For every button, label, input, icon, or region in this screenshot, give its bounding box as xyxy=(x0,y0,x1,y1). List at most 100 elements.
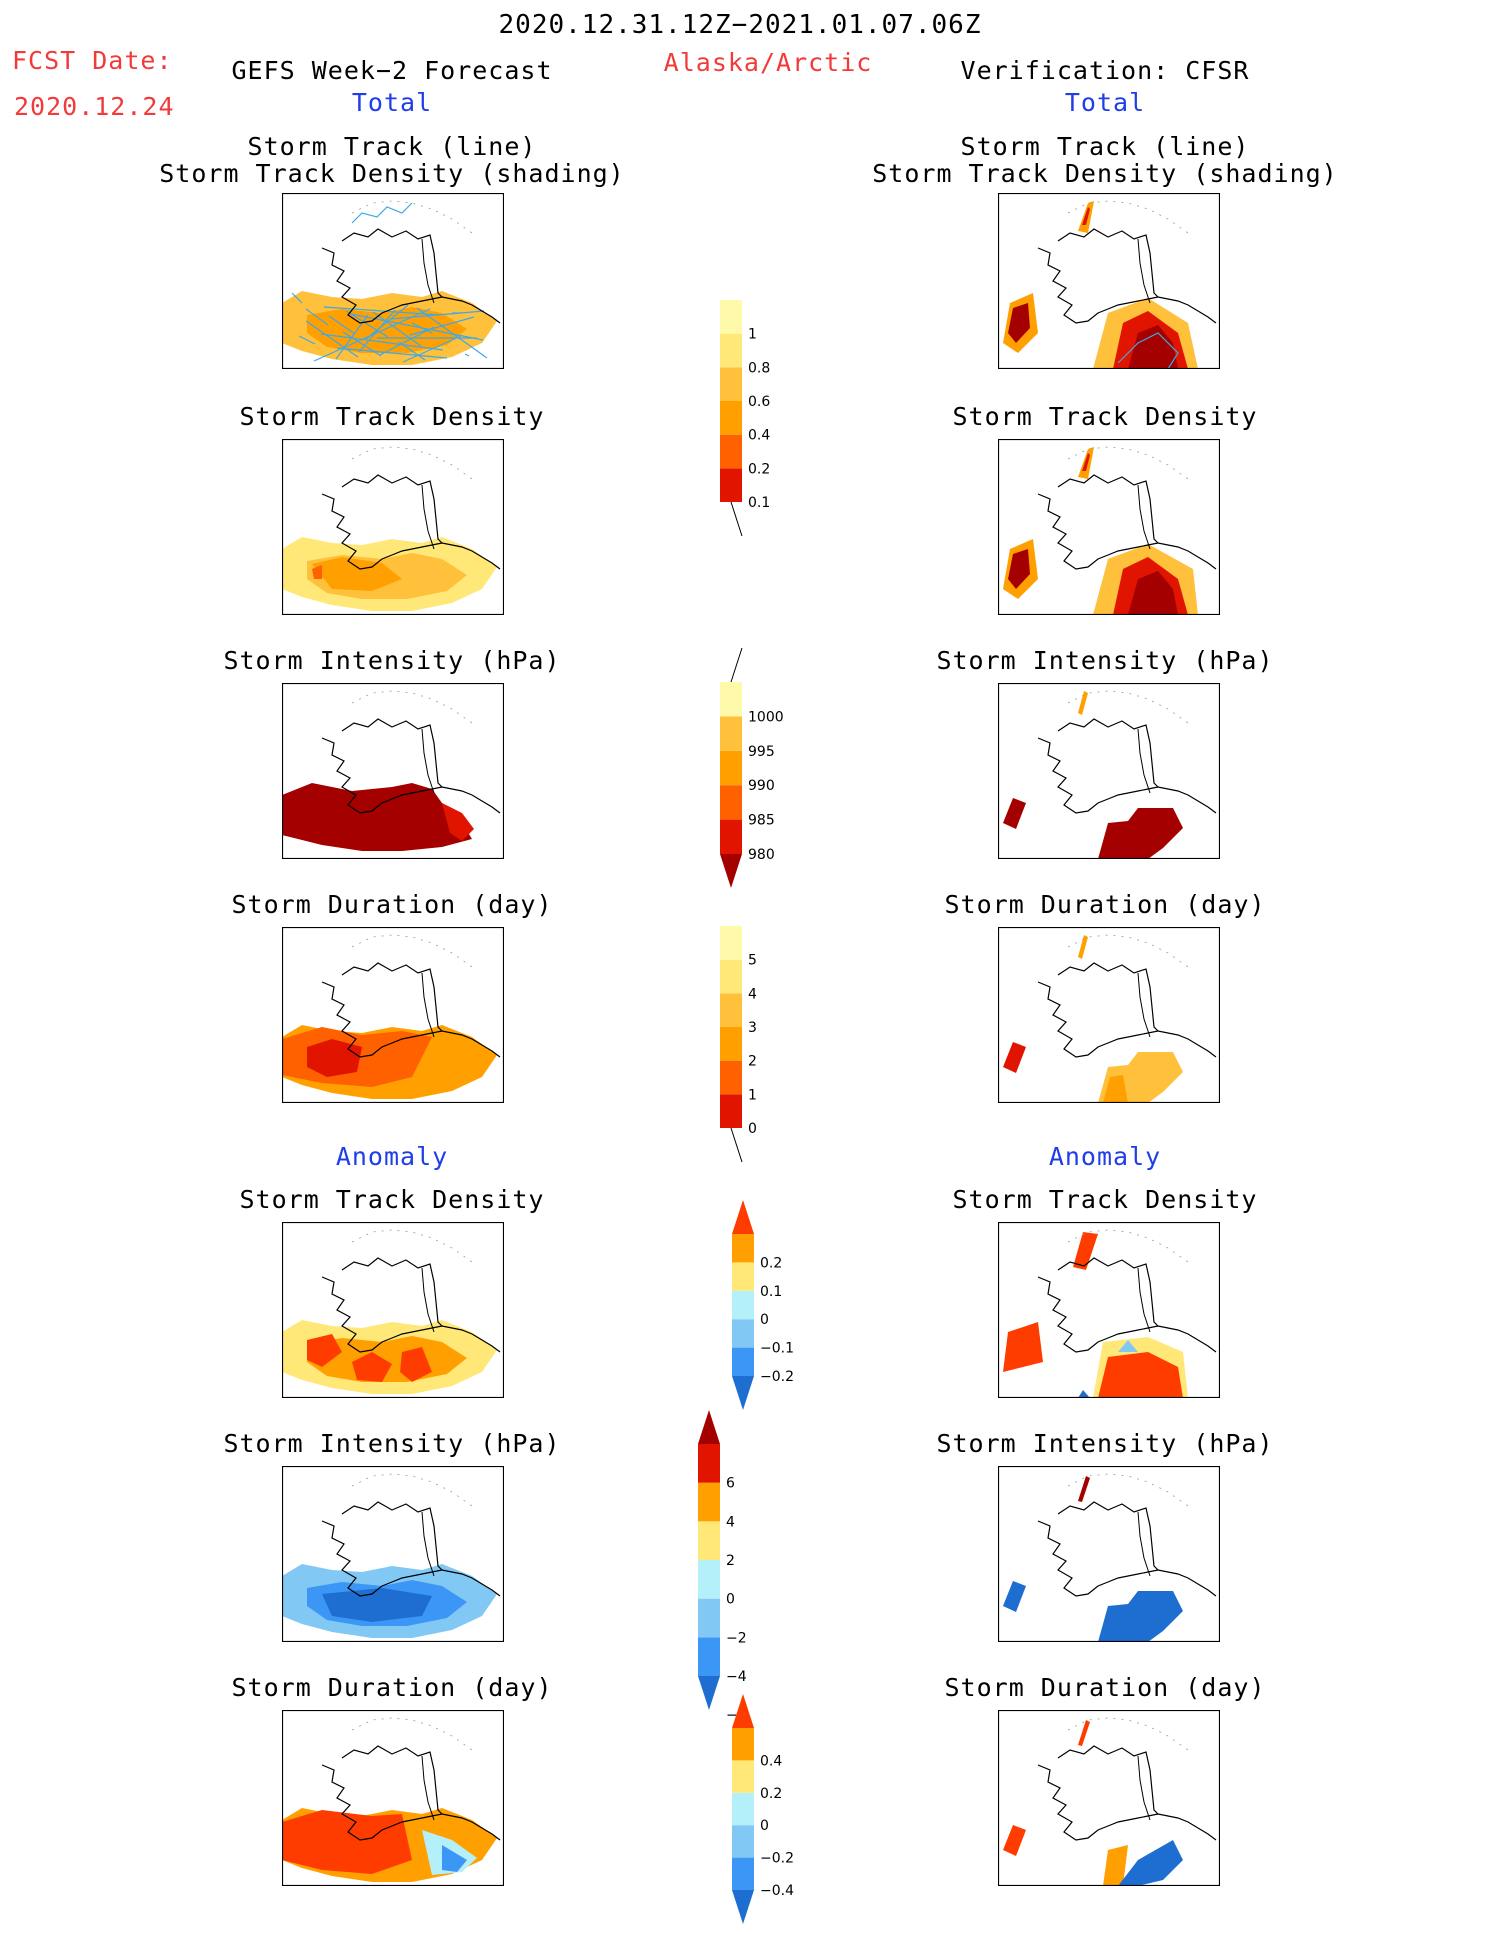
storm-track-line xyxy=(372,311,422,347)
colorbar-segment xyxy=(720,401,742,435)
colorbar-segment xyxy=(732,1347,754,1376)
shaded-region xyxy=(1073,1232,1098,1270)
colorbar-tick-label: 0.1 xyxy=(748,495,770,511)
colorbar-segment xyxy=(732,1760,754,1793)
shaded-region xyxy=(1103,1075,1128,1103)
colorbar-segment xyxy=(732,1728,754,1761)
verification-track-map xyxy=(998,193,1220,369)
title-line: Storm Track Density (shading) xyxy=(872,159,1338,188)
shaded-region xyxy=(1078,1720,1090,1746)
coastline xyxy=(321,981,501,1058)
colorbar-segment xyxy=(720,1060,742,1095)
shaded-region xyxy=(312,565,322,579)
map-frame xyxy=(998,683,1220,859)
colorbar-segment xyxy=(698,1560,720,1599)
coastline xyxy=(1037,1276,1217,1353)
shaded-region xyxy=(1082,453,1090,471)
fcst-date-label: FCST Date: xyxy=(12,46,173,75)
border-line xyxy=(421,728,435,794)
verification-title: Verification: CFSR xyxy=(960,56,1250,85)
coastline-north xyxy=(341,474,443,544)
map-frame xyxy=(998,1710,1220,1886)
colorbar-tick-label: 0 xyxy=(726,1592,735,1608)
border-line xyxy=(1137,1755,1151,1821)
colorbar-segment xyxy=(720,750,742,786)
shaded-region xyxy=(1082,207,1090,225)
colorbar-tick-label: 2 xyxy=(748,1054,757,1070)
colorbar-tick-label: 990 xyxy=(748,778,775,794)
coastline xyxy=(1037,493,1217,570)
colorbar-segment xyxy=(732,1319,754,1348)
shaded-region xyxy=(1078,1390,1090,1398)
coastline xyxy=(1037,1764,1217,1841)
forecast-density-map xyxy=(282,439,504,615)
colorbar-segment xyxy=(732,1234,754,1263)
colorbar-tick-label: 3 xyxy=(748,1020,757,1036)
colorbar-low-end xyxy=(732,1890,754,1924)
border-line xyxy=(421,238,435,304)
map-frame xyxy=(282,1222,504,1398)
storm-track-line xyxy=(379,326,435,356)
shaded-region xyxy=(282,783,472,851)
colorbar-duration_scale_day: 5 4 3 2 1 0 xyxy=(720,892,757,1163)
coastline xyxy=(1037,247,1217,324)
graticule xyxy=(1067,934,1189,968)
colorbar-tick-label: 0 xyxy=(760,1818,769,1834)
graticule xyxy=(1067,1229,1189,1263)
border-line xyxy=(1137,484,1151,550)
forecast-density-anomaly-map xyxy=(282,1222,504,1398)
colorbar-segment xyxy=(720,1094,742,1128)
border-line xyxy=(421,1267,435,1333)
colorbar-tick-label: −2 xyxy=(726,1630,747,1646)
colorbar-segment xyxy=(720,926,742,960)
forecast-density-anomaly-title: Storm Track Density xyxy=(239,1185,545,1214)
colorbar-segment xyxy=(732,1792,754,1826)
border-line xyxy=(1137,728,1151,794)
shaded-region xyxy=(1078,935,1088,959)
colorbar-low-end xyxy=(720,1128,742,1162)
forecast-duration-map xyxy=(282,927,504,1103)
colorbar-tick-label: 0.1 xyxy=(760,1284,782,1300)
border-line xyxy=(421,1755,435,1821)
shaded-region xyxy=(1098,1352,1183,1398)
map-frame xyxy=(998,439,1220,615)
storm-track-line xyxy=(350,313,484,341)
shaded-region xyxy=(1118,1840,1183,1886)
coastline-north xyxy=(341,228,443,298)
map-frame xyxy=(282,1710,504,1886)
colorbar-tail-line xyxy=(730,647,743,683)
colorbar-low-end xyxy=(698,1676,720,1710)
graticule xyxy=(1067,1473,1189,1507)
storm-track-line xyxy=(345,310,389,338)
shaded-region xyxy=(400,1347,432,1382)
coastline-north xyxy=(1057,228,1159,298)
forecast-intensity-title: Storm Intensity (hPa) xyxy=(223,646,561,675)
border-line xyxy=(1137,1267,1151,1333)
border-line xyxy=(421,484,435,550)
colorbar-tick-label: −0.2 xyxy=(760,1851,794,1867)
shaded-region xyxy=(307,1334,342,1367)
shaded-region xyxy=(1128,571,1178,615)
map-frame xyxy=(998,1222,1220,1398)
shaded-region xyxy=(307,307,467,353)
shaded-region xyxy=(1008,549,1030,589)
border-line xyxy=(421,972,435,1038)
shaded-region xyxy=(1098,1591,1183,1642)
shaded-region xyxy=(1003,798,1026,829)
colorbar-segment xyxy=(720,1027,742,1061)
colorbar-tick-label: 985 xyxy=(748,813,775,829)
forecast-intensity-anomaly-map xyxy=(282,1466,504,1642)
colorbar-segment xyxy=(698,1482,720,1522)
colorbar-high-end xyxy=(732,1694,754,1728)
coastline-north xyxy=(1057,718,1159,788)
colorbar-high-end xyxy=(720,266,742,300)
shaded-region xyxy=(442,803,474,841)
verification-track-title: Storm Track (line) Storm Track Density (… xyxy=(825,133,1385,187)
graticule xyxy=(351,200,473,234)
colorbar-tick-label: 1 xyxy=(748,327,757,343)
colorbar-segment xyxy=(720,682,742,717)
graticule xyxy=(351,1473,473,1507)
date-range-title: 2020.12.31.12Z−2021.01.07.06Z xyxy=(498,10,982,40)
colorbar-low-end xyxy=(720,502,742,536)
forecast-intensity-anomaly-title: Storm Intensity (hPa) xyxy=(223,1429,561,1458)
